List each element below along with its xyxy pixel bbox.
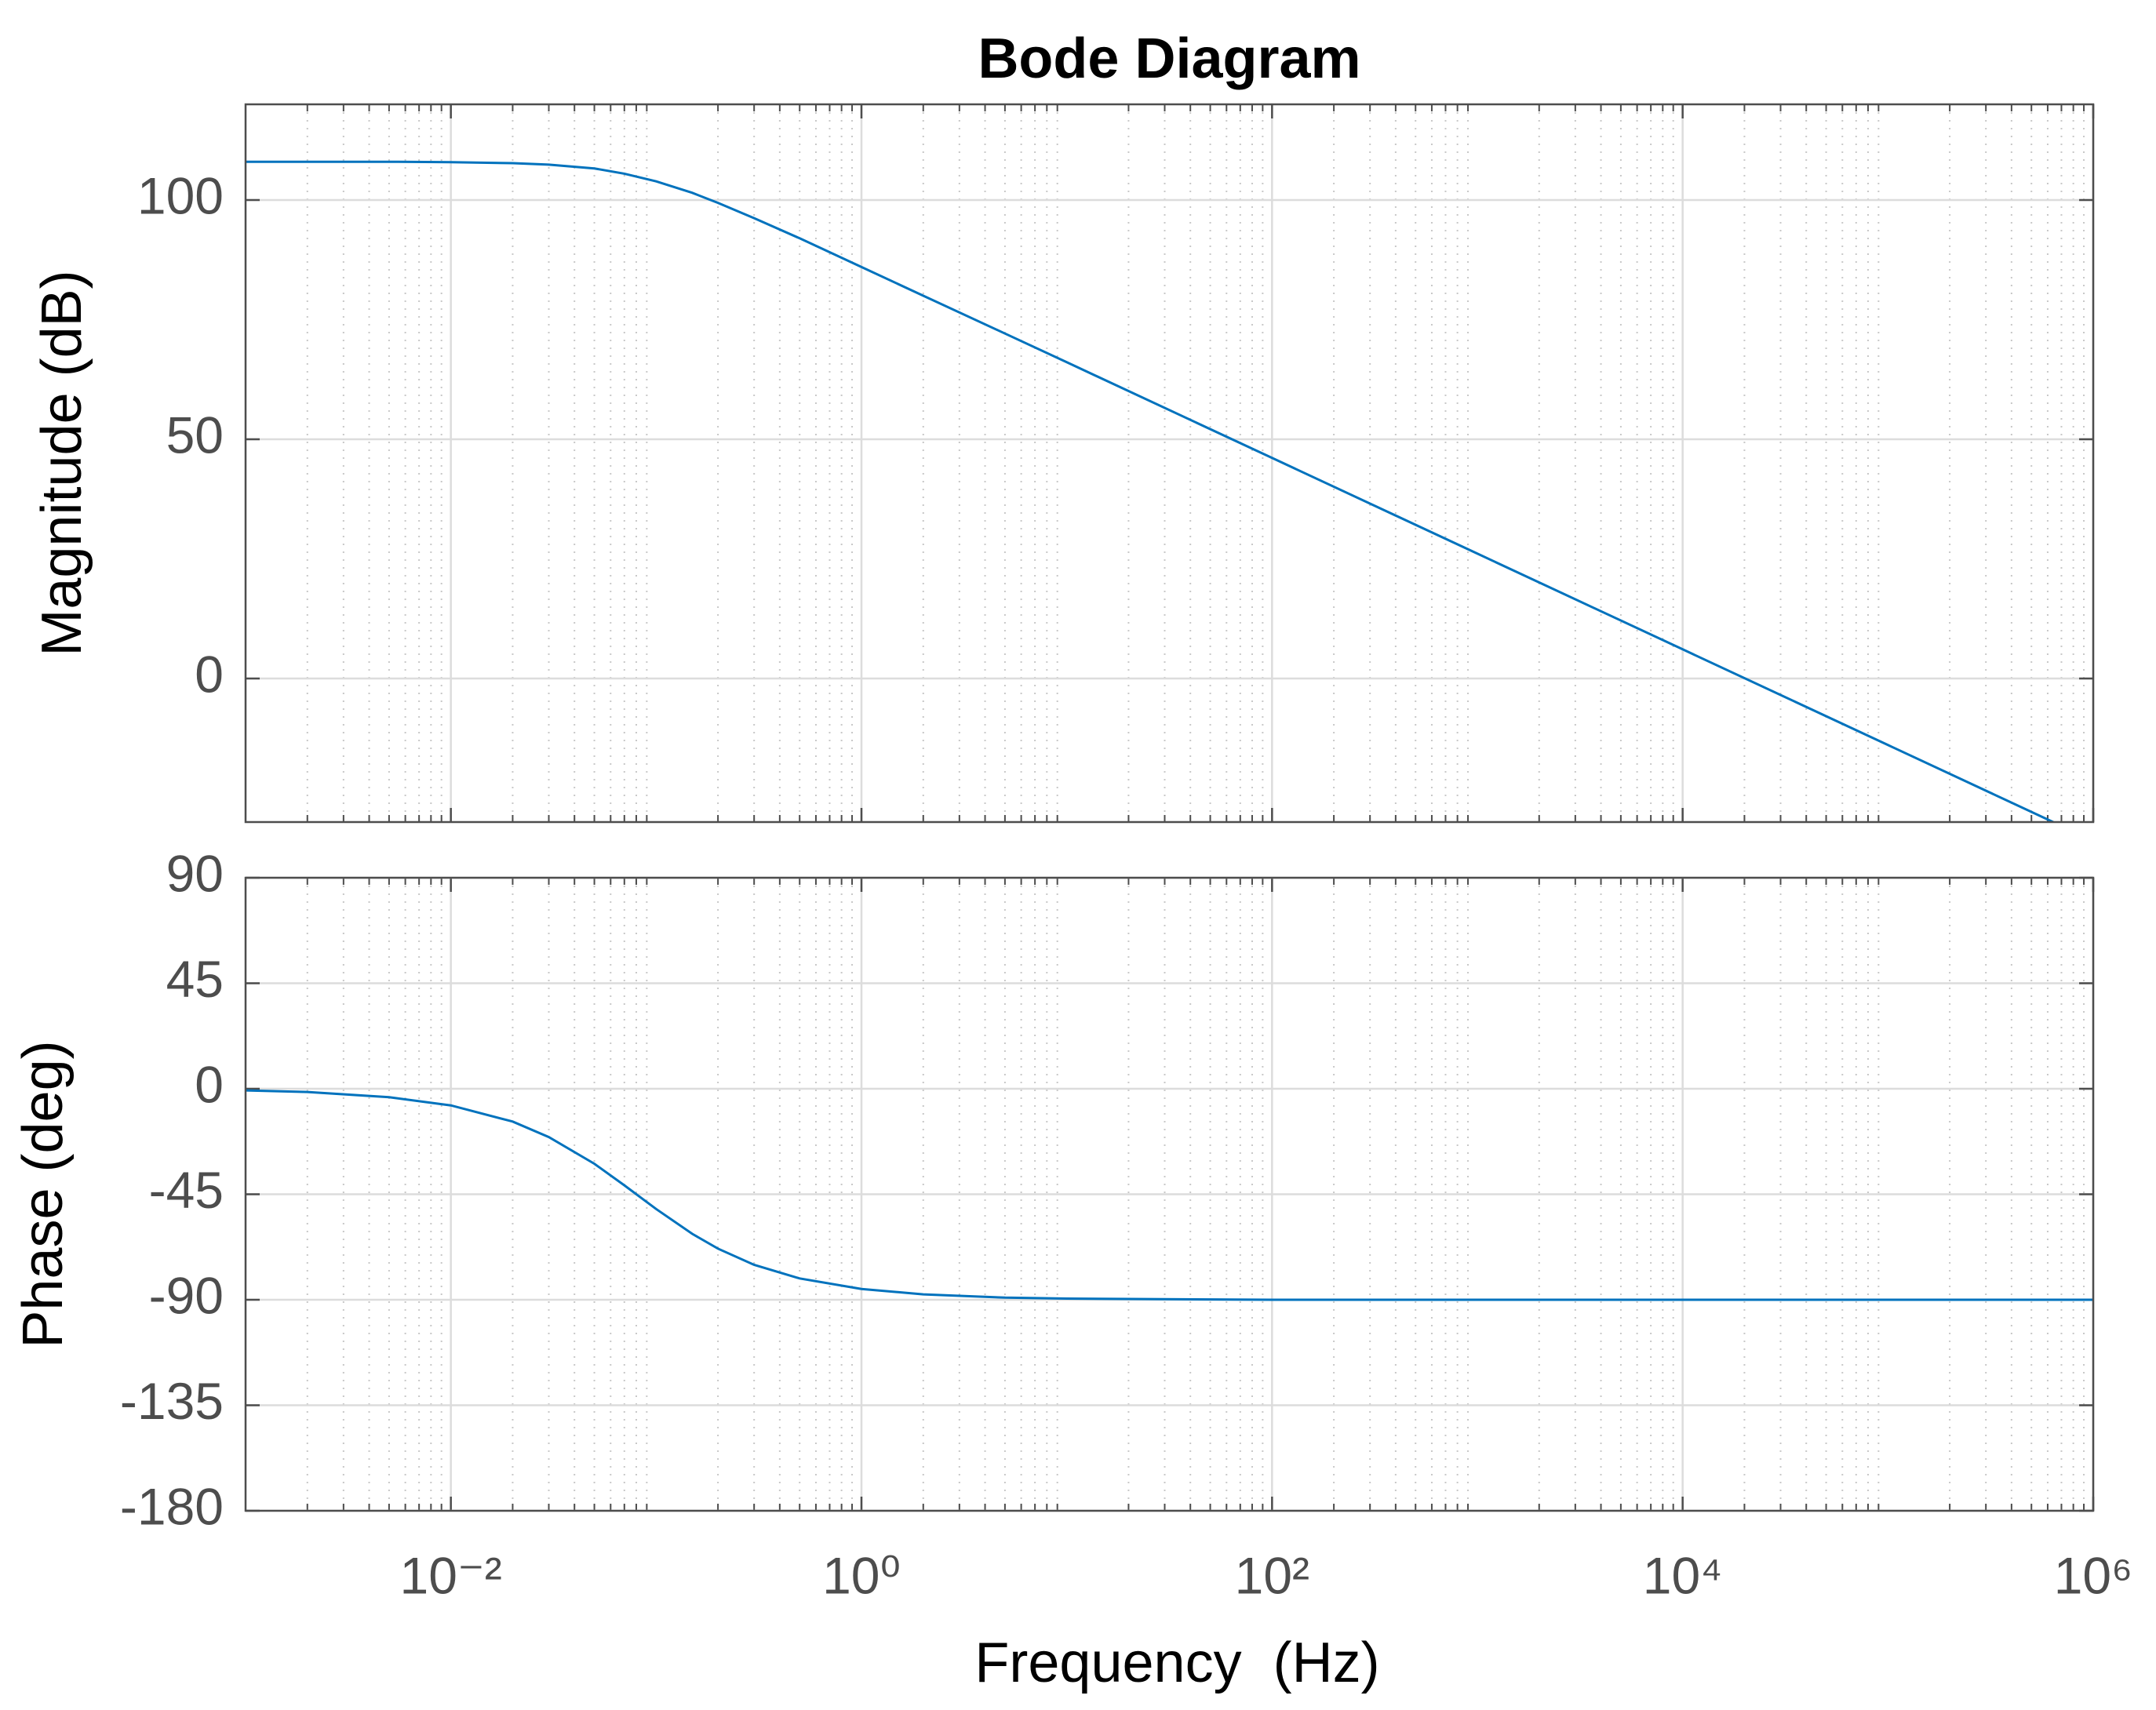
y-tick-label: 45 <box>166 950 224 1008</box>
x-tick-label: 10⁰ <box>822 1546 901 1604</box>
axes-box <box>244 103 2095 824</box>
x-tick-label: 10⁶ <box>2054 1546 2133 1604</box>
y-tick-label: -135 <box>120 1372 224 1430</box>
y-axis-label: Phase (deg) <box>12 1040 75 1348</box>
y-tick-label: -180 <box>120 1477 224 1535</box>
x-tick-label: 10⁴ <box>1643 1546 1723 1604</box>
axes-box <box>244 876 2095 1512</box>
y-tick-label: 0 <box>195 1055 224 1113</box>
chart-title: Bode Diagram <box>978 27 1360 90</box>
y-tick-label: 90 <box>166 844 224 902</box>
plot-area <box>246 104 2093 822</box>
x-axis-label: Frequency (Hz) <box>974 1632 1379 1694</box>
y-tick-label: 100 <box>137 166 224 224</box>
data-line <box>246 160 2056 822</box>
y-tick-label: 0 <box>195 645 224 703</box>
x-tick-label: 10⁻² <box>400 1546 502 1604</box>
y-axis-label: Magnitude (dB) <box>31 270 93 656</box>
data-line <box>246 1089 2093 1301</box>
x-tick-label: 10² <box>1235 1546 1309 1604</box>
y-tick-label: -45 <box>149 1161 224 1219</box>
y-tick-label: -90 <box>149 1266 224 1324</box>
y-tick-label: 50 <box>166 406 224 464</box>
